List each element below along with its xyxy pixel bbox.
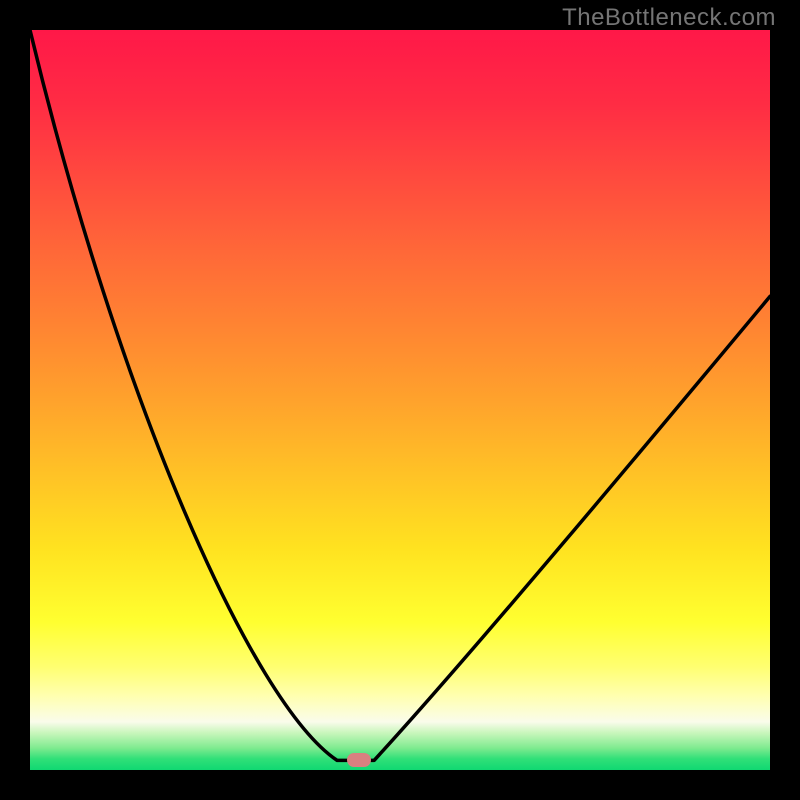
chart-container: TheBottleneck.com bbox=[0, 0, 800, 800]
gradient-background bbox=[30, 30, 770, 770]
plot-frame bbox=[30, 30, 770, 770]
watermark-text: TheBottleneck.com bbox=[562, 4, 776, 32]
minimum-marker bbox=[347, 753, 371, 767]
